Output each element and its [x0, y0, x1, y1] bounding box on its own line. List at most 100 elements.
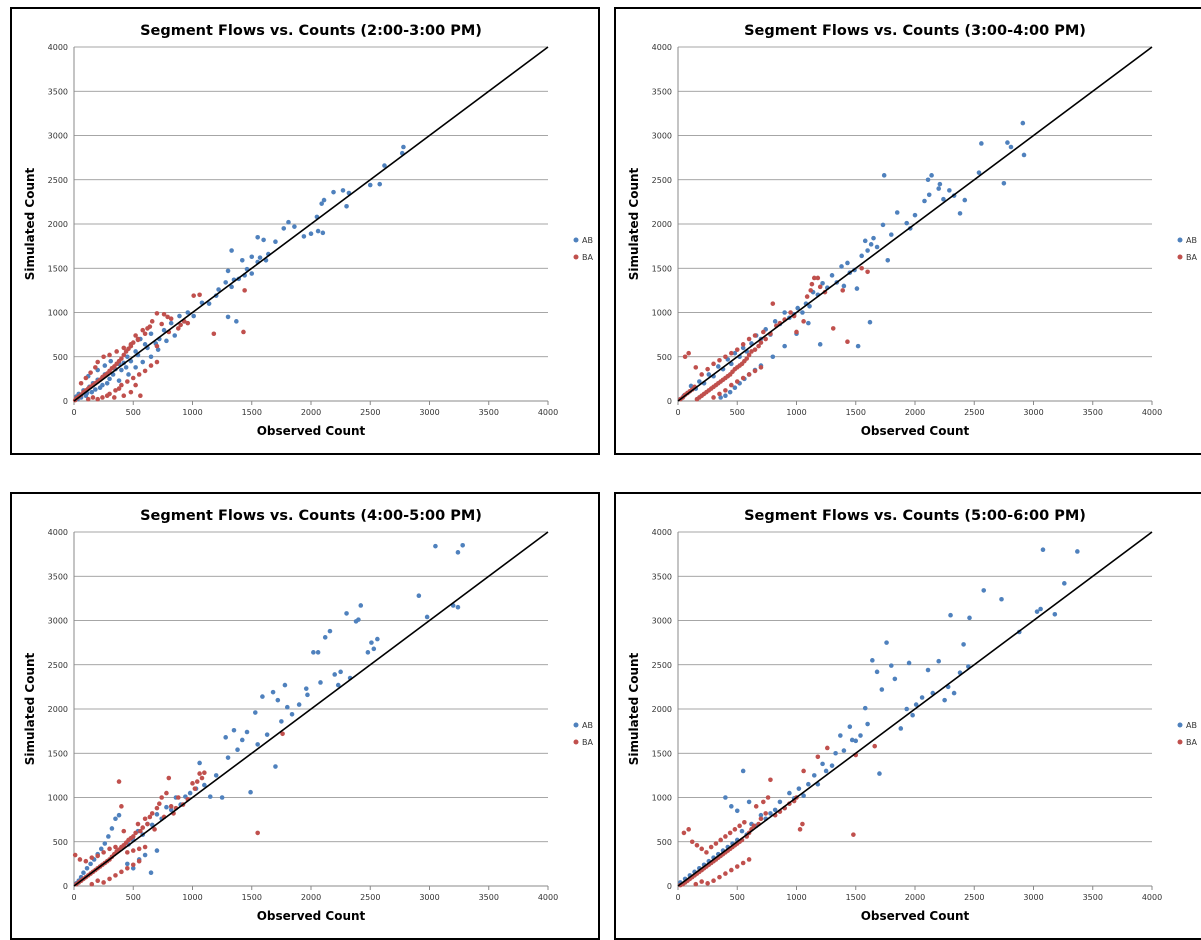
data-point-AB	[1005, 140, 1010, 145]
legend-marker-AB	[573, 722, 579, 728]
data-point-BA	[116, 386, 122, 391]
data-point-BA	[136, 846, 142, 852]
data-point-AB	[332, 672, 338, 677]
data-point-AB	[296, 702, 302, 707]
data-point-AB	[93, 387, 98, 392]
x-tick-label: 3500	[1083, 408, 1103, 417]
data-point-BA	[165, 314, 170, 320]
data-point-BA	[694, 396, 700, 402]
y-tick-label: 3000	[48, 617, 68, 626]
data-point-AB	[874, 244, 880, 250]
data-point-BA	[681, 830, 687, 836]
data-point-AB	[838, 733, 843, 738]
x-tick-label: 3000	[1023, 408, 1043, 417]
data-point-BA	[101, 354, 106, 360]
data-point-AB	[865, 721, 870, 727]
data-point-BA	[107, 846, 112, 852]
data-point-AB	[206, 301, 212, 306]
data-point-BA	[121, 828, 127, 834]
data-point-AB	[801, 793, 806, 799]
data-point-AB	[795, 305, 800, 311]
data-point-AB	[889, 232, 894, 237]
data-point-AB	[845, 260, 850, 266]
y-tick-label: 3000	[652, 617, 672, 626]
data-point-AB	[225, 268, 231, 274]
y-tick-label: 1000	[652, 309, 672, 318]
data-point-BA	[175, 326, 181, 331]
data-point-AB	[770, 354, 776, 360]
data-point-AB	[806, 781, 811, 787]
data-point-AB	[142, 342, 148, 347]
data-point-BA	[753, 804, 759, 809]
data-point-BA	[845, 339, 850, 345]
data-point-AB	[904, 220, 910, 226]
x-tick-label: 500	[730, 893, 745, 902]
data-point-AB	[257, 255, 263, 260]
data-point-AB	[729, 804, 734, 809]
data-point-AB	[772, 807, 778, 813]
data-point-AB	[929, 173, 934, 178]
data-point-AB	[172, 333, 178, 338]
data-point-BA	[699, 372, 704, 377]
data-point-BA	[723, 354, 728, 360]
data-point-AB	[951, 690, 957, 696]
data-point-AB	[319, 201, 324, 206]
data-point-AB	[1040, 547, 1046, 552]
y-tick-label: 2500	[652, 661, 672, 670]
data-point-AB	[401, 144, 406, 150]
data-point-AB	[239, 257, 245, 263]
y-tick-label: 4000	[652, 528, 672, 537]
data-point-AB	[133, 349, 138, 354]
data-point-AB	[281, 226, 287, 231]
data-point-AB	[234, 319, 239, 324]
data-point-AB	[1075, 549, 1080, 554]
y-tick-label: 4000	[48, 528, 68, 537]
data-point-AB	[107, 376, 112, 382]
data-point-BA	[723, 871, 728, 876]
data-point-AB	[1052, 612, 1058, 617]
data-point-BA	[145, 821, 150, 827]
series-AB	[678, 547, 1080, 885]
data-point-AB	[910, 712, 915, 718]
data-point-AB	[148, 354, 154, 360]
data-point-BA	[711, 361, 716, 367]
data-point-BA	[705, 366, 710, 372]
y-tick-label: 500	[657, 353, 672, 362]
data-point-AB	[126, 372, 131, 377]
data-point-BA	[693, 365, 699, 370]
data-point-AB	[787, 790, 792, 796]
data-point-AB	[820, 280, 825, 286]
data-point-BA	[147, 814, 153, 820]
data-point-AB	[331, 189, 336, 195]
chart-title: Segment Flows vs. Counts (3:00-4:00 PM)	[744, 23, 1086, 39]
data-point-AB	[961, 642, 966, 647]
data-point-AB	[255, 742, 260, 747]
legend-label-BA: BA	[1186, 253, 1197, 262]
data-point-AB	[148, 331, 154, 337]
data-point-AB	[102, 363, 108, 368]
x-tick-label: 1500	[846, 893, 866, 902]
data-point-AB	[862, 705, 868, 711]
data-point-BA	[808, 288, 814, 293]
data-point-AB	[321, 197, 327, 203]
data-point-AB	[922, 198, 927, 204]
data-point-BA	[718, 837, 723, 843]
data-point-BA	[142, 816, 148, 822]
data-point-AB	[727, 389, 733, 395]
data-point-AB	[979, 141, 984, 146]
data-point-BA	[746, 336, 752, 342]
legend-label-BA: BA	[582, 253, 593, 262]
x-tick-label: 3000	[1023, 893, 1043, 902]
data-point-BA	[197, 292, 202, 298]
data-point-AB	[455, 550, 461, 555]
data-point-AB	[768, 811, 773, 816]
data-point-AB	[853, 738, 859, 744]
data-point-AB	[847, 724, 853, 729]
data-point-BA	[751, 823, 757, 829]
data-point-AB	[865, 248, 870, 253]
x-tick-label: 3000	[419, 893, 439, 902]
data-point-AB	[1034, 609, 1040, 614]
data-point-AB	[84, 866, 90, 871]
data-point-AB	[279, 719, 284, 724]
y-tick-label: 1500	[48, 749, 68, 758]
